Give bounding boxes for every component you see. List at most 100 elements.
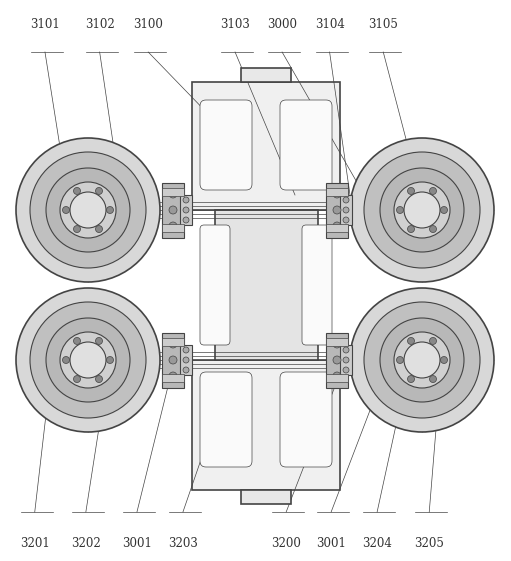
Bar xyxy=(162,333,184,388)
Text: 3100: 3100 xyxy=(133,18,163,31)
Circle shape xyxy=(183,207,189,213)
Circle shape xyxy=(407,187,414,195)
Circle shape xyxy=(394,332,450,388)
Text: 3001: 3001 xyxy=(122,536,152,550)
Circle shape xyxy=(333,356,341,364)
Text: 3204: 3204 xyxy=(362,536,392,550)
Circle shape xyxy=(169,190,177,198)
Text: 3200: 3200 xyxy=(271,536,301,550)
Text: 3105: 3105 xyxy=(368,18,398,31)
Circle shape xyxy=(169,372,177,380)
Text: 3000: 3000 xyxy=(267,18,297,31)
Circle shape xyxy=(96,338,103,344)
Circle shape xyxy=(440,356,448,364)
Circle shape xyxy=(169,356,177,364)
Text: 3102: 3102 xyxy=(85,18,114,31)
Bar xyxy=(326,333,348,388)
Bar xyxy=(326,224,348,232)
Circle shape xyxy=(74,226,81,233)
Bar xyxy=(241,68,291,82)
Bar xyxy=(162,183,184,238)
Circle shape xyxy=(106,356,113,364)
Circle shape xyxy=(169,222,177,230)
Circle shape xyxy=(343,207,349,213)
Bar xyxy=(180,345,192,375)
Text: 3104: 3104 xyxy=(315,18,344,31)
Circle shape xyxy=(183,367,189,373)
FancyBboxPatch shape xyxy=(200,372,252,467)
Bar xyxy=(340,195,352,225)
Circle shape xyxy=(62,356,69,364)
Circle shape xyxy=(70,342,106,378)
Circle shape xyxy=(183,217,189,223)
Circle shape xyxy=(430,187,436,195)
Circle shape xyxy=(407,375,414,383)
Text: 3103: 3103 xyxy=(220,18,250,31)
Circle shape xyxy=(440,206,448,214)
Circle shape xyxy=(333,222,341,230)
Circle shape xyxy=(96,226,103,233)
Circle shape xyxy=(16,138,160,282)
Circle shape xyxy=(60,332,116,388)
Circle shape xyxy=(46,318,130,402)
Circle shape xyxy=(333,340,341,348)
Circle shape xyxy=(430,338,436,344)
Bar xyxy=(326,338,348,346)
Bar xyxy=(241,490,291,504)
Circle shape xyxy=(407,338,414,344)
Circle shape xyxy=(30,302,146,418)
Circle shape xyxy=(46,168,130,252)
Circle shape xyxy=(407,226,414,233)
Bar xyxy=(162,338,184,346)
Bar xyxy=(326,374,348,382)
Circle shape xyxy=(394,182,450,238)
Circle shape xyxy=(169,340,177,348)
Text: 3203: 3203 xyxy=(168,536,198,550)
FancyBboxPatch shape xyxy=(302,225,332,345)
Bar xyxy=(326,188,348,196)
Circle shape xyxy=(16,288,160,432)
Circle shape xyxy=(333,206,341,214)
Circle shape xyxy=(350,288,494,432)
Circle shape xyxy=(430,375,436,383)
Circle shape xyxy=(380,168,464,252)
Circle shape xyxy=(169,206,177,214)
FancyBboxPatch shape xyxy=(280,372,332,467)
Circle shape xyxy=(343,217,349,223)
Circle shape xyxy=(60,182,116,238)
Circle shape xyxy=(397,356,404,364)
Bar xyxy=(162,374,184,382)
Circle shape xyxy=(183,197,189,203)
Bar xyxy=(192,82,340,210)
Bar xyxy=(340,345,352,375)
Bar xyxy=(162,188,184,196)
Circle shape xyxy=(183,357,189,363)
Circle shape xyxy=(397,206,404,214)
Circle shape xyxy=(96,375,103,383)
Bar xyxy=(180,195,192,225)
Circle shape xyxy=(62,206,69,214)
Circle shape xyxy=(343,197,349,203)
Circle shape xyxy=(333,190,341,198)
Circle shape xyxy=(183,347,189,353)
Circle shape xyxy=(380,318,464,402)
Circle shape xyxy=(30,152,146,268)
Bar xyxy=(215,210,318,360)
Bar xyxy=(326,183,348,238)
Circle shape xyxy=(343,347,349,353)
Text: 3201: 3201 xyxy=(20,536,50,550)
Bar xyxy=(192,360,340,490)
Circle shape xyxy=(70,192,106,228)
Circle shape xyxy=(404,342,440,378)
Circle shape xyxy=(74,187,81,195)
Text: 3001: 3001 xyxy=(316,536,346,550)
Circle shape xyxy=(96,187,103,195)
Circle shape xyxy=(430,226,436,233)
FancyBboxPatch shape xyxy=(200,225,230,345)
FancyBboxPatch shape xyxy=(280,100,332,190)
Circle shape xyxy=(364,302,480,418)
Circle shape xyxy=(343,367,349,373)
Circle shape xyxy=(404,192,440,228)
Bar xyxy=(162,224,184,232)
Circle shape xyxy=(364,152,480,268)
